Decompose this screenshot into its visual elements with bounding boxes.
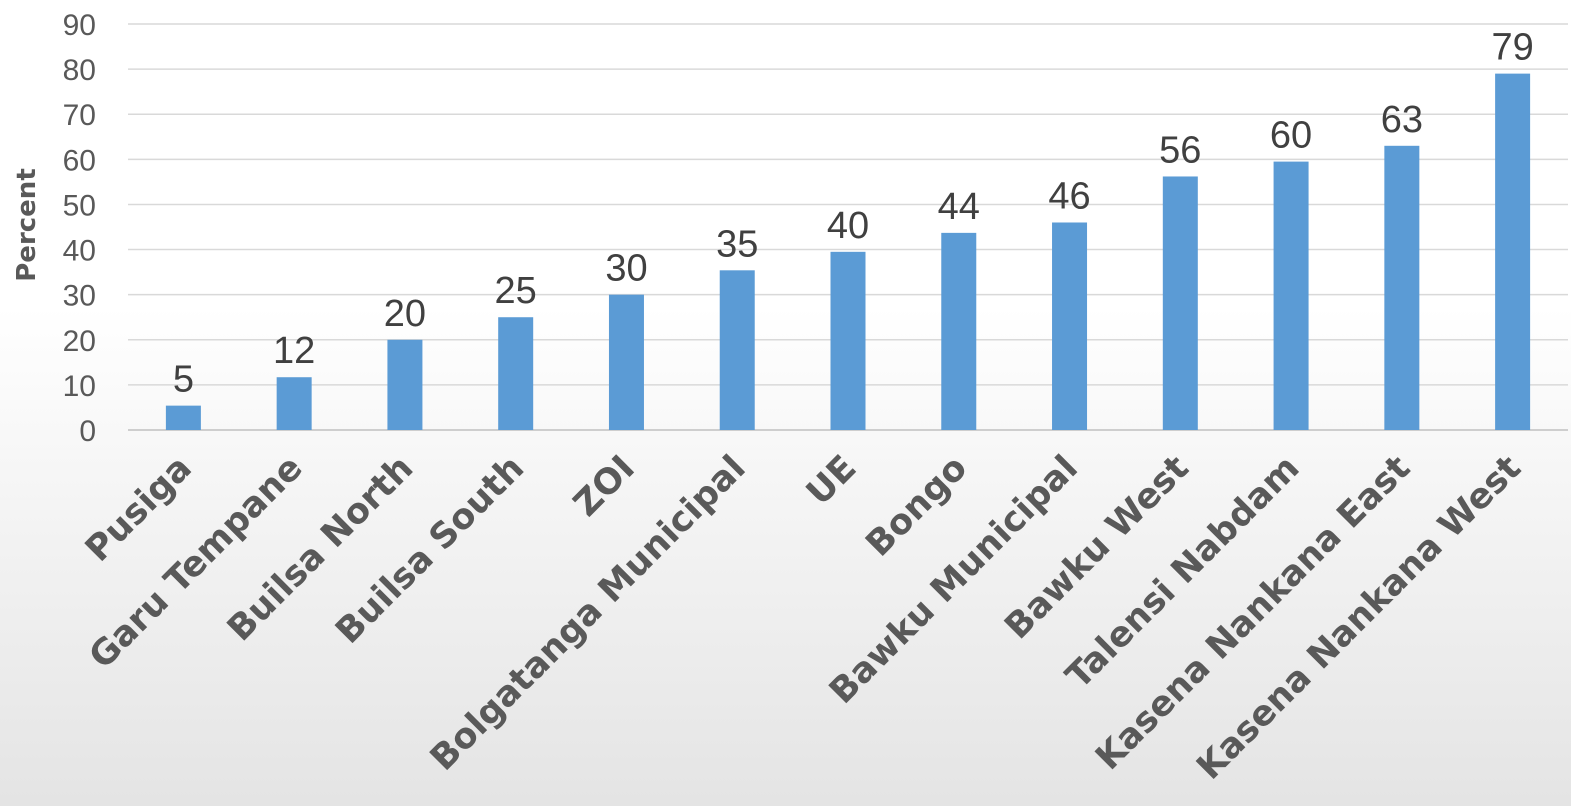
data-label: 60	[1270, 115, 1312, 157]
y-axis-ticks: 0 10 20 30 40 50 60 70 80 90	[63, 9, 96, 448]
bar	[1495, 73, 1531, 430]
gridlines	[128, 23, 1568, 431]
bar	[1273, 161, 1309, 431]
bar	[830, 251, 866, 430]
y-tick-label: 30	[63, 280, 96, 313]
category-label: Builsa South	[328, 448, 532, 652]
data-label: 46	[1048, 175, 1090, 217]
bar	[719, 270, 755, 430]
bar	[165, 405, 201, 430]
bar	[1052, 222, 1088, 430]
data-label: 20	[384, 293, 426, 335]
data-labels: 5 12 20 25 30 35 40 44 46 56 60 63 79	[173, 27, 1534, 401]
data-label: 44	[938, 186, 980, 228]
bar	[276, 377, 312, 430]
bar	[1384, 145, 1420, 431]
data-label: 40	[827, 205, 869, 247]
category-label: Builsa North	[220, 448, 421, 649]
data-label: 35	[716, 223, 758, 265]
bar	[498, 317, 534, 430]
data-label: 63	[1381, 99, 1423, 141]
y-tick-label: 10	[63, 370, 96, 403]
bar	[608, 294, 644, 430]
y-tick-label: 50	[63, 189, 96, 222]
y-tick-label: 20	[63, 325, 96, 358]
y-tick-label: 40	[63, 235, 96, 268]
bar	[941, 232, 977, 430]
y-axis-title: Percent	[12, 168, 42, 282]
y-tick-label: 0	[79, 415, 96, 448]
category-label: ZOI	[566, 448, 642, 524]
data-label: 12	[273, 330, 315, 372]
data-label: 79	[1491, 27, 1533, 69]
bar	[387, 339, 423, 430]
data-label: 5	[173, 359, 194, 401]
data-label: 56	[1159, 129, 1201, 171]
y-tick-label: 60	[63, 144, 96, 177]
bars	[165, 73, 1531, 431]
data-label: 30	[605, 248, 647, 290]
data-label: 25	[495, 270, 537, 312]
bar	[1162, 176, 1198, 430]
y-tick-label: 90	[63, 9, 96, 42]
category-label: UE	[799, 448, 864, 513]
y-tick-label: 80	[63, 54, 96, 87]
category-label: Garu Tempane	[82, 448, 311, 677]
y-tick-label: 70	[63, 99, 96, 132]
